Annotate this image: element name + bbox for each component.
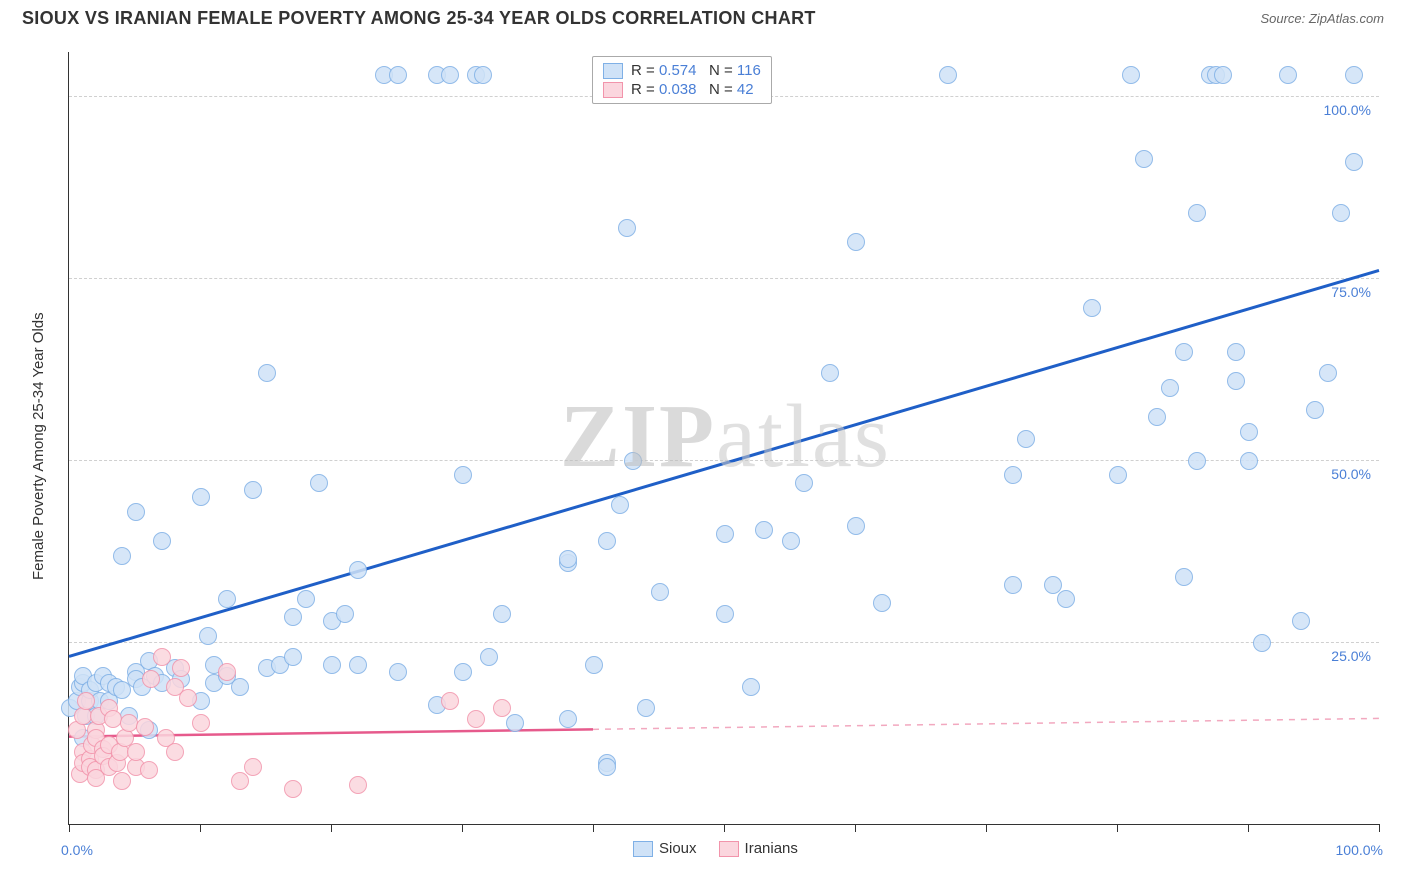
stats-text: R = 0.038 N = 42 [631, 81, 754, 98]
scatter-point [310, 474, 328, 492]
scatter-point [166, 743, 184, 761]
xtick [200, 824, 201, 832]
xtick [855, 824, 856, 832]
scatter-point [1332, 204, 1350, 222]
scatter-point [113, 547, 131, 565]
scatter-point [349, 656, 367, 674]
scatter-point [284, 780, 302, 798]
stats-row: R = 0.038 N = 42 [603, 80, 761, 99]
legend-item: Sioux [633, 840, 697, 857]
xtick [1248, 824, 1249, 832]
scatter-point [1240, 423, 1258, 441]
trend-line [69, 270, 1379, 656]
scatter-point [1227, 343, 1245, 361]
scatter-point [199, 627, 217, 645]
scatter-point [1240, 452, 1258, 470]
series-swatch [603, 82, 623, 98]
xtick-label-right: 100.0% [1336, 842, 1383, 858]
trend-line [593, 718, 1379, 729]
scatter-point [258, 364, 276, 382]
xtick [986, 824, 987, 832]
stats-panel: R = 0.574 N = 116 R = 0.038 N = 42 [592, 56, 772, 104]
scatter-point [1345, 153, 1363, 171]
scatter-point [1188, 452, 1206, 470]
scatter-point [1175, 568, 1193, 586]
bottom-legend: Sioux Iranians [633, 840, 798, 857]
scatter-point [742, 678, 760, 696]
scatter-point [389, 66, 407, 84]
scatter-point [651, 583, 669, 601]
scatter-point [795, 474, 813, 492]
scatter-point [297, 590, 315, 608]
scatter-point [140, 761, 158, 779]
scatter-point [598, 758, 616, 776]
chart-title: SIOUX VS IRANIAN FEMALE POVERTY AMONG 25… [22, 8, 816, 29]
scatter-point [441, 66, 459, 84]
scatter-point [1004, 576, 1022, 594]
xtick [69, 824, 70, 832]
scatter-point [179, 689, 197, 707]
scatter-point [136, 718, 154, 736]
scatter-point [349, 776, 367, 794]
stats-row: R = 0.574 N = 116 [603, 61, 761, 80]
scatter-point [323, 656, 341, 674]
scatter-point [1044, 576, 1062, 594]
scatter-point [336, 605, 354, 623]
scatter-point [77, 692, 95, 710]
scatter-point [782, 532, 800, 550]
scatter-point [474, 66, 492, 84]
scatter-point [1122, 66, 1140, 84]
scatter-point [441, 692, 459, 710]
scatter-point [454, 663, 472, 681]
scatter-point [192, 714, 210, 732]
scatter-point [1188, 204, 1206, 222]
scatter-point [939, 66, 957, 84]
legend-item: Iranians [719, 840, 798, 857]
scatter-point [1319, 364, 1337, 382]
xtick [724, 824, 725, 832]
xtick-label-left: 0.0% [61, 842, 93, 858]
scatter-point [1083, 299, 1101, 317]
series-swatch [719, 841, 739, 857]
scatter-point [716, 605, 734, 623]
legend-label: Iranians [745, 840, 798, 857]
scatter-point [1135, 150, 1153, 168]
scatter-point [127, 743, 145, 761]
scatter-point [1214, 66, 1232, 84]
scatter-point [1227, 372, 1245, 390]
scatter-point [1345, 66, 1363, 84]
trend-layer [69, 52, 1379, 824]
scatter-point [389, 663, 407, 681]
plot-area: 25.0%50.0%75.0%100.0%0.0%100.0% [68, 52, 1379, 825]
scatter-point [284, 608, 302, 626]
scatter-point [493, 605, 511, 623]
series-swatch [633, 841, 653, 857]
scatter-point [716, 525, 734, 543]
y-axis-label: Female Poverty Among 25-34 Year Olds [30, 312, 47, 580]
scatter-point [231, 678, 249, 696]
stats-text: R = 0.574 N = 116 [631, 62, 761, 79]
xtick [593, 824, 594, 832]
xtick [1379, 824, 1380, 832]
scatter-point [618, 219, 636, 237]
scatter-point [153, 532, 171, 550]
scatter-point [598, 532, 616, 550]
scatter-point [611, 496, 629, 514]
scatter-point [873, 594, 891, 612]
series-swatch [603, 63, 623, 79]
scatter-point [585, 656, 603, 674]
scatter-point [1253, 634, 1271, 652]
scatter-point [120, 714, 138, 732]
xtick [331, 824, 332, 832]
scatter-point [1306, 401, 1324, 419]
source-label: Source: ZipAtlas.com [1260, 11, 1384, 26]
xtick [1117, 824, 1118, 832]
xtick [462, 824, 463, 832]
scatter-point [127, 503, 145, 521]
scatter-point [559, 550, 577, 568]
scatter-point [1057, 590, 1075, 608]
legend-label: Sioux [659, 840, 697, 857]
scatter-point [1175, 343, 1193, 361]
